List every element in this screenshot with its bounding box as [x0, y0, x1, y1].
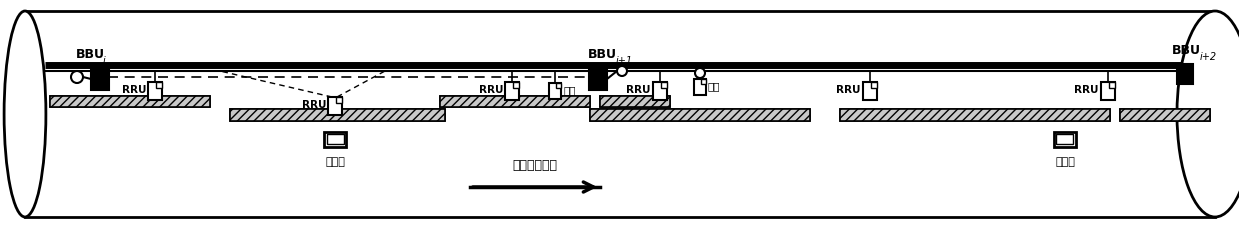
- Bar: [840, 109, 1110, 121]
- Text: 查询器: 查询器: [325, 156, 344, 166]
- Text: 查询器: 查询器: [1056, 156, 1075, 166]
- Bar: [440, 97, 590, 108]
- Text: i+1: i+1: [616, 56, 633, 66]
- Bar: [1177, 65, 1193, 85]
- Ellipse shape: [1177, 12, 1239, 217]
- Bar: [230, 109, 445, 121]
- Text: RRU: RRU: [1074, 85, 1099, 95]
- Bar: [336, 98, 342, 104]
- Bar: [694, 80, 706, 95]
- Bar: [1057, 134, 1073, 144]
- Bar: [50, 97, 209, 108]
- Bar: [590, 109, 810, 121]
- Bar: [328, 98, 342, 115]
- Bar: [600, 97, 670, 108]
- Bar: [871, 83, 877, 89]
- Bar: [506, 83, 519, 101]
- Circle shape: [617, 67, 627, 77]
- Bar: [440, 97, 590, 108]
- Bar: [590, 109, 810, 121]
- Bar: [1054, 132, 1075, 147]
- Text: RRU: RRU: [478, 85, 503, 95]
- Bar: [90, 69, 109, 91]
- Text: BBU: BBU: [589, 48, 617, 61]
- Bar: [1120, 109, 1211, 121]
- Bar: [327, 134, 343, 144]
- Bar: [50, 97, 209, 108]
- Ellipse shape: [4, 12, 46, 217]
- Bar: [156, 83, 162, 89]
- Text: RRU: RRU: [836, 85, 861, 95]
- Bar: [600, 97, 670, 108]
- Text: RRU: RRU: [627, 85, 650, 95]
- Circle shape: [695, 69, 705, 79]
- Bar: [1101, 83, 1115, 101]
- Bar: [230, 109, 445, 121]
- Bar: [147, 83, 162, 101]
- Bar: [513, 83, 519, 89]
- Text: BBU: BBU: [76, 48, 105, 61]
- Bar: [660, 83, 667, 89]
- Bar: [864, 83, 877, 101]
- Bar: [549, 84, 561, 100]
- Bar: [1120, 109, 1211, 121]
- Text: 备用: 备用: [563, 85, 575, 95]
- Bar: [556, 84, 561, 89]
- Bar: [589, 69, 607, 91]
- Circle shape: [71, 72, 83, 84]
- Bar: [25, 12, 1215, 217]
- Bar: [840, 109, 1110, 121]
- Text: RRU: RRU: [301, 100, 326, 109]
- Text: i+2: i+2: [1201, 52, 1217, 62]
- Text: BBU: BBU: [1172, 44, 1201, 57]
- Bar: [1109, 83, 1115, 89]
- Text: 列车行驶方向: 列车行驶方向: [513, 158, 558, 171]
- Bar: [653, 83, 667, 101]
- Text: RRU: RRU: [121, 85, 146, 95]
- Bar: [701, 80, 706, 85]
- Text: i: i: [103, 56, 105, 66]
- Text: 备用: 备用: [707, 81, 721, 91]
- Bar: [325, 132, 346, 147]
